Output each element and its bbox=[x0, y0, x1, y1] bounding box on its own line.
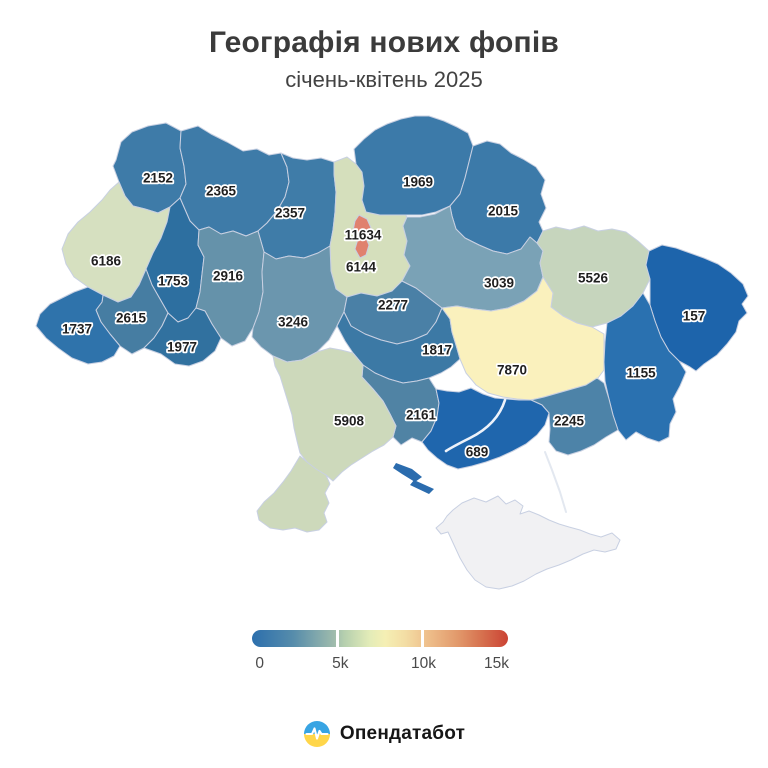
region-value-khmelnytskyi: 2916 bbox=[213, 269, 244, 284]
brand-name: Опендатабот bbox=[339, 723, 466, 744]
region-value-luhansk: 157 bbox=[683, 309, 706, 324]
region-value-volyn: 2152 bbox=[143, 171, 173, 186]
region-value-chernihiv: 1969 bbox=[403, 175, 433, 190]
legend: 0 5k 10k 15k bbox=[252, 630, 509, 677]
region-value-zhytomyr: 2357 bbox=[275, 206, 305, 221]
region-value-poltava: 3039 bbox=[484, 276, 514, 291]
legend-separator bbox=[421, 630, 424, 647]
page-title: Географія нових фопів bbox=[208, 26, 560, 59]
region-value-cherkasy: 2277 bbox=[378, 298, 408, 313]
region-value-donetsk: 1155 bbox=[626, 366, 656, 381]
region-value-zaporizhzhia: 2245 bbox=[554, 414, 585, 429]
legend-gradient-bar bbox=[252, 630, 508, 647]
region-value-ivano-frankivsk: 2615 bbox=[116, 311, 147, 326]
legend-tick-10k: 10k bbox=[411, 655, 437, 672]
region-value-chernivtsi: 1977 bbox=[167, 340, 197, 355]
region-chernivtsi bbox=[143, 307, 222, 367]
map-decor-shape bbox=[393, 463, 422, 482]
region-value-kirovohrad: 1817 bbox=[422, 343, 452, 358]
region-khmelnytskyi bbox=[195, 226, 265, 347]
region-value-vinnytsia: 3246 bbox=[278, 315, 309, 330]
region-crimea bbox=[435, 495, 621, 590]
map-decor-shape bbox=[544, 451, 567, 513]
region-value-kherson: 689 bbox=[466, 445, 489, 460]
header: Географія нових фопів січень-квітень 202… bbox=[0, 26, 768, 93]
region-dnipropetrovsk bbox=[441, 276, 605, 401]
region-value-zakarpattia: 1737 bbox=[62, 322, 92, 337]
region-value-kyiv-oblast: 6144 bbox=[346, 260, 377, 275]
region-value-mykolaiv: 2161 bbox=[406, 408, 437, 423]
brand-footer: Опендатабот bbox=[0, 720, 768, 748]
region-value-rivne: 2365 bbox=[206, 184, 237, 199]
region-zakarpattia bbox=[35, 286, 121, 365]
region-value-odesa: 5908 bbox=[334, 414, 365, 429]
legend-tick-0: 0 bbox=[255, 655, 264, 672]
map-decor-shape bbox=[410, 480, 434, 494]
map-decor-shape bbox=[444, 398, 507, 453]
region-value-dnipropetrovsk: 7870 bbox=[497, 363, 527, 378]
region-odesa bbox=[256, 347, 397, 533]
legend-tick-5k: 5k bbox=[332, 655, 349, 672]
page-subtitle: січень-квітень 2025 bbox=[285, 66, 483, 92]
legend-ticks: 0 5k 10k 15k bbox=[252, 655, 509, 677]
region-zaporizhzhia bbox=[530, 377, 619, 456]
region-kyiv-city bbox=[352, 214, 372, 259]
region-value-ternopil: 1753 bbox=[158, 274, 189, 289]
region-value-kyiv-city: 11634 bbox=[345, 228, 382, 243]
region-value-kharkiv: 5526 bbox=[578, 271, 609, 286]
legend-separator bbox=[336, 630, 339, 647]
legend-tick-15k: 15k bbox=[483, 655, 509, 672]
opendatabot-logo-icon bbox=[303, 721, 330, 747]
region-value-sumy: 2015 bbox=[488, 204, 519, 219]
region-vinnytsia bbox=[251, 245, 348, 363]
region-value-lviv: 6186 bbox=[91, 254, 122, 269]
